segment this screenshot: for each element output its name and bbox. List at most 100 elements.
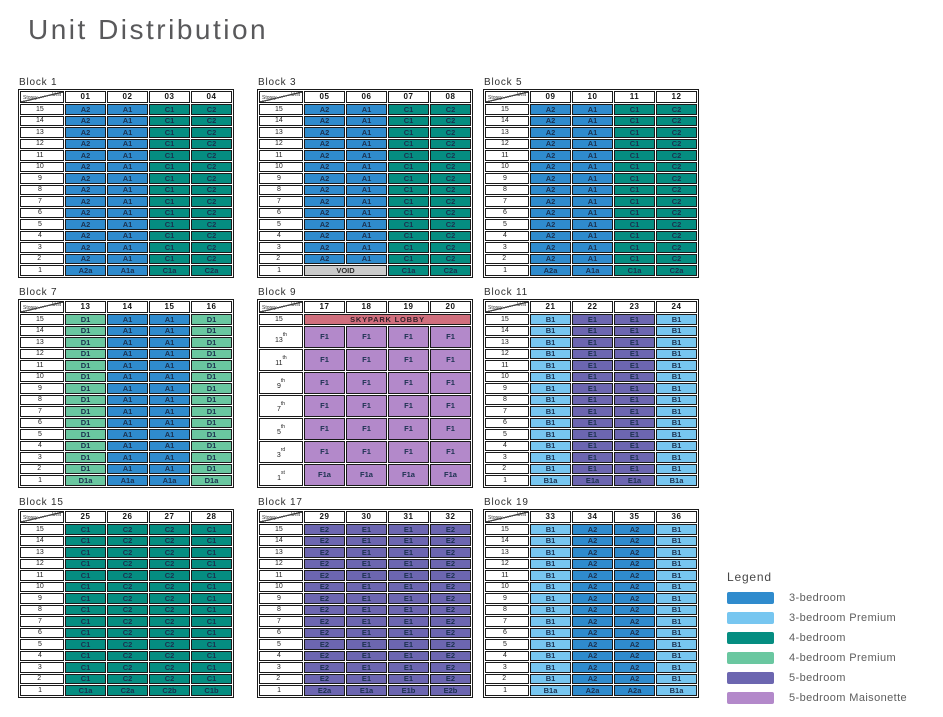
unit-cell: E2	[304, 570, 345, 581]
storey-label: 8th	[485, 184, 529, 195]
unit-cell: B1	[656, 337, 697, 348]
unit-cell: C2	[149, 639, 190, 650]
unit-cell: E2	[304, 581, 345, 592]
storey-label: 9th	[259, 593, 303, 604]
unit-cell: D1	[65, 417, 106, 428]
unit-cell: D1	[65, 325, 106, 336]
unit-cell: C1	[614, 196, 655, 207]
unit-cell: B1a	[530, 685, 571, 696]
unit-cell: A2	[614, 650, 655, 661]
unit-cell: A2	[530, 138, 571, 149]
unit-cell: C1	[149, 219, 190, 230]
unit-cell: B1	[530, 440, 571, 451]
unit-cell: E1	[388, 673, 429, 684]
unit-cell: C2	[149, 558, 190, 569]
unit-cell: B1	[656, 360, 697, 371]
storey-label: 15th	[485, 104, 529, 115]
unit-cell: B1	[530, 383, 571, 394]
legend-swatch	[727, 612, 774, 624]
corner-storey-label: Storey	[488, 515, 503, 521]
unit-cell: B1	[530, 524, 571, 535]
unit-cell: C2	[149, 535, 190, 546]
unit-cell: A1	[572, 207, 613, 218]
unit-cell: B1	[656, 662, 697, 673]
unit-cell: A2	[304, 161, 345, 172]
storey-label: 12th	[485, 138, 529, 149]
block-title: Block 7	[19, 287, 58, 298]
unit-cell: B1	[530, 581, 571, 592]
unit-cell: C1	[191, 535, 232, 546]
unit-cell: E1	[572, 463, 613, 474]
unit-cell: D1	[65, 337, 106, 348]
unit-cell: A1	[107, 360, 148, 371]
unit-cell: A2	[572, 524, 613, 535]
unit-cell: A1	[149, 417, 190, 428]
unit-cell: D1	[191, 440, 232, 451]
unit-cell: E1	[346, 662, 387, 673]
storey-label: 1st	[259, 463, 303, 486]
storey-label: 10th	[20, 161, 64, 172]
unit-cell: D1	[65, 348, 106, 359]
unit-cell: A2	[614, 662, 655, 673]
block-block-11: Block 11 Unit Storey 21 22 23 24 15th B1 E1 E1 B1 14…	[483, 287, 701, 488]
unit-cell: C1	[388, 104, 429, 115]
unit-cell: E2	[430, 593, 471, 604]
unit-cell: A2	[65, 196, 106, 207]
unit-cell: C2	[107, 547, 148, 558]
legend-items: 3-bedroom 3-bedroom Premium 4-bedroom 4-bed…	[727, 592, 943, 704]
storey-label: 4th	[20, 650, 64, 661]
unit-cell: C1	[388, 207, 429, 218]
unit-cell: A1	[107, 242, 148, 253]
unit-cell: B1	[656, 639, 697, 650]
storey-label: 10th	[20, 371, 64, 382]
unit-cell: A2	[65, 173, 106, 184]
unit-number: 08	[430, 91, 471, 103]
unit-cell: A1	[346, 184, 387, 195]
unit-cell: E1a	[572, 475, 613, 486]
storey-label: 4th	[259, 650, 303, 661]
unit-number: 24	[656, 301, 697, 313]
storey-label: 8th	[20, 184, 64, 195]
corner-storey-label: Storey	[262, 305, 277, 311]
storey-label: 11th	[259, 570, 303, 581]
unit-cell: F1	[304, 348, 345, 371]
unit-cell: A2	[530, 207, 571, 218]
unit-cell: E1b	[388, 685, 429, 696]
unit-cell: B1	[530, 325, 571, 336]
storey-label: 13th	[485, 127, 529, 138]
unit-cell: E2	[430, 662, 471, 673]
unit-cell: C2	[149, 650, 190, 661]
unit-cell: A1	[107, 115, 148, 126]
unit-cell: E1	[388, 639, 429, 650]
storey-label: 5th	[259, 417, 303, 440]
corner-storey-label: Storey	[488, 305, 503, 311]
unit-cell: E1	[572, 406, 613, 417]
legend-item: 4-bedroom Premium	[727, 652, 943, 664]
storey-label: 1st	[485, 685, 529, 696]
storey-label: 15th	[259, 524, 303, 535]
unit-cell: A2a	[572, 685, 613, 696]
storey-label: 1st	[485, 265, 529, 276]
unit-cell: F1	[346, 417, 387, 440]
unit-cell: D1	[65, 371, 106, 382]
unit-cell: E1	[614, 440, 655, 451]
unit-cell: A2	[572, 639, 613, 650]
storey-label: 14th	[20, 115, 64, 126]
unit-cell: C2	[107, 639, 148, 650]
unit-cell: C2	[191, 173, 232, 184]
unit-cell: C1	[388, 161, 429, 172]
corner-unit-label: Unit	[517, 512, 526, 518]
unit-cell: A2	[65, 230, 106, 241]
unit-cell: C2	[107, 570, 148, 581]
unit-cell: E1	[346, 673, 387, 684]
unit-cell: C2	[191, 138, 232, 149]
skypark-lobby-cell: SKYPARK LOBBY	[304, 314, 471, 325]
unit-cell: A1	[572, 138, 613, 149]
unit-cell: E1	[614, 360, 655, 371]
unit-cell: E1	[388, 558, 429, 569]
unit-cell: A1	[572, 115, 613, 126]
storey-label: 6th	[259, 627, 303, 638]
unit-cell: C1	[65, 524, 106, 535]
unit-cell: C1	[191, 558, 232, 569]
unit-cell: A2	[614, 524, 655, 535]
